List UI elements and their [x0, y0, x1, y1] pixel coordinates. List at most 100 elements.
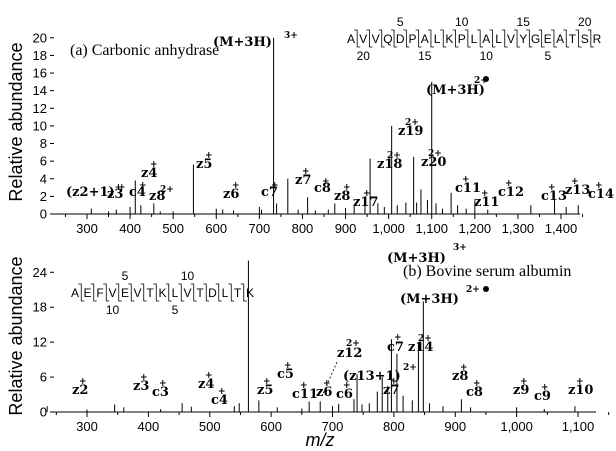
- seq-b-residue-10: T: [196, 286, 204, 300]
- ann-b-c8: c8: [466, 385, 483, 400]
- seq-a-bottom-number-1: 15: [418, 49, 432, 63]
- ann-a-z5: z5: [196, 157, 212, 172]
- radical-dot: [483, 76, 489, 82]
- seq-a-residue-6: A: [421, 32, 429, 46]
- ann-a-z6: z6: [223, 187, 239, 202]
- ann-b-c6-plus: +: [343, 381, 351, 391]
- y-tick-label-b-3: 18: [33, 300, 47, 315]
- ann-a-z6-plus: +: [232, 181, 240, 191]
- ann-a-z13: z13: [565, 183, 590, 198]
- ann-b-z12-charge: 2+: [346, 339, 360, 349]
- ann-b-z13p1-charge: 2+: [403, 363, 417, 373]
- x-tick-label-b-4: 700: [322, 419, 344, 434]
- seq-b-residue-0: A: [71, 286, 79, 300]
- seq-b-cleavage-0: [78, 283, 85, 302]
- seq-b-cleavage-10: [203, 283, 210, 302]
- ann-a-c4: c4: [129, 185, 146, 200]
- ann-a-c11: c11: [455, 181, 481, 196]
- seq-a-residue-16: E: [544, 32, 552, 46]
- seq-b-residue-4: E: [121, 286, 129, 300]
- y-tick-label-a-8: 16: [33, 66, 47, 81]
- seq-a-cleavage-3: [391, 29, 398, 48]
- ann-b-z14: z14: [408, 340, 433, 355]
- x-tick-label-b-7: 1,000: [500, 419, 533, 434]
- seq-b-top-number-1: 10: [181, 269, 195, 283]
- seq-a-residue-3: Q: [383, 32, 392, 46]
- ann-a-z18: z18: [377, 157, 402, 172]
- seq-b-residue-9: V: [183, 286, 191, 300]
- ann-b-z3-plus: +: [140, 373, 148, 383]
- ann-b-c7: c7: [387, 340, 404, 355]
- ann-b-z7-plus: +: [390, 377, 398, 387]
- ann-b-z7: z7: [383, 383, 399, 398]
- seq-a-residue-12: L: [495, 32, 502, 46]
- ann-b-z5: z5: [257, 383, 273, 398]
- ann-a-z13-plus: +: [571, 177, 579, 187]
- y-tick-label-a-4: 8: [40, 136, 47, 151]
- seq-a-residue-19: S: [581, 32, 589, 46]
- seq-a-cleavage-17: [563, 29, 570, 48]
- seq-b-cleavage-2: [103, 283, 110, 302]
- seq-a-top-number-1: 10: [455, 15, 469, 29]
- seq-a-cleavage-1: [366, 29, 373, 48]
- panel-a-x-ticks: 300 400 500 600 700 800 900 1,000 1,100 1,200 1,30…: [64, 214, 584, 236]
- seq-a-residue-0: A: [347, 32, 355, 46]
- panel-b-y-ticks: 0 6 12 18 24: [33, 265, 54, 420]
- y-tick-label-a-9: 18: [33, 48, 47, 63]
- seq-a-cleavage-4: [403, 29, 410, 48]
- ann-b-c11: c11: [292, 387, 318, 402]
- ann-b-z4-plus: +: [205, 371, 213, 381]
- x-tick-label-a-2: 500: [162, 221, 184, 236]
- panel-b-y-axis-label: Relative abundance: [6, 256, 26, 415]
- ann-b-z3: z3: [133, 379, 149, 394]
- ann-a-mh3: (M+3H): [213, 35, 272, 50]
- y-tick-label-a-3: 6: [40, 154, 47, 169]
- seq-a-residue-5: P: [408, 32, 416, 46]
- seq-b-residue-5: V: [133, 286, 141, 300]
- ann-b-c7-plus: +: [394, 333, 402, 343]
- seq-b-residue-6: T: [146, 286, 154, 300]
- seq-a-residue-8: K: [445, 32, 453, 46]
- seq-a-residue-14: Y: [519, 32, 527, 46]
- seq-a-cleavage-7: [440, 29, 447, 48]
- y-tick-label-a-0: 0: [40, 207, 47, 222]
- ann-a-z8: z8: [334, 189, 350, 204]
- ann-a-c8: c8: [314, 181, 331, 196]
- seq-a-residue-2: V: [372, 32, 380, 46]
- seq-b-residue-8: L: [172, 286, 179, 300]
- ann-a-c4-plus: +: [139, 181, 147, 191]
- seq-b-cleavage-11: [215, 283, 222, 302]
- ann-b-c6: c6: [336, 387, 353, 402]
- x-tick-label-b-5: 800: [383, 419, 405, 434]
- ann-b-c3-plus: +: [159, 379, 167, 389]
- ann-a-z11: z11: [474, 195, 499, 210]
- ann-a-c7-plus: +: [271, 181, 279, 191]
- ann-a-z8-2-charge: 2+: [160, 185, 174, 195]
- seq-a-bottom-number-0: 20: [357, 49, 371, 63]
- ann-b-z13p1: (z13+1): [343, 369, 401, 384]
- seq-b-top-number-0: 5: [122, 269, 129, 283]
- ann-b-mh3: (M+3H): [387, 251, 446, 266]
- seq-b-cleavage-5: [140, 283, 147, 302]
- x-tick-label-a-3: 600: [205, 221, 227, 236]
- x-tick-label-b-8: 1,100: [562, 419, 595, 434]
- ann-b-c8-plus: +: [473, 379, 481, 389]
- seq-a-cleavage-13: [514, 29, 521, 48]
- ann-b-z2-plus: +: [79, 377, 87, 387]
- ann-a-mh3-charge: 3+: [284, 31, 298, 41]
- x-tick-label-a-10: 1,300: [502, 221, 535, 236]
- seq-b-bottom-number-1: 5: [172, 303, 179, 317]
- seq-a-cleavage-9: [464, 29, 471, 48]
- ann-b-z2: z2: [72, 383, 88, 398]
- ann-b-mh3-charge: 3+: [453, 243, 467, 253]
- seq-a-residue-10: L: [471, 32, 478, 46]
- ann-a-z3-plus: +: [118, 183, 126, 193]
- radical-dot-b: [483, 286, 489, 292]
- ann-a-z5-plus: +: [205, 151, 213, 161]
- seq-b-residue-12: L: [222, 286, 229, 300]
- y-tick-label-a-7: 14: [33, 83, 47, 98]
- ann-a-z2p1: (z2+1)+: [66, 183, 122, 200]
